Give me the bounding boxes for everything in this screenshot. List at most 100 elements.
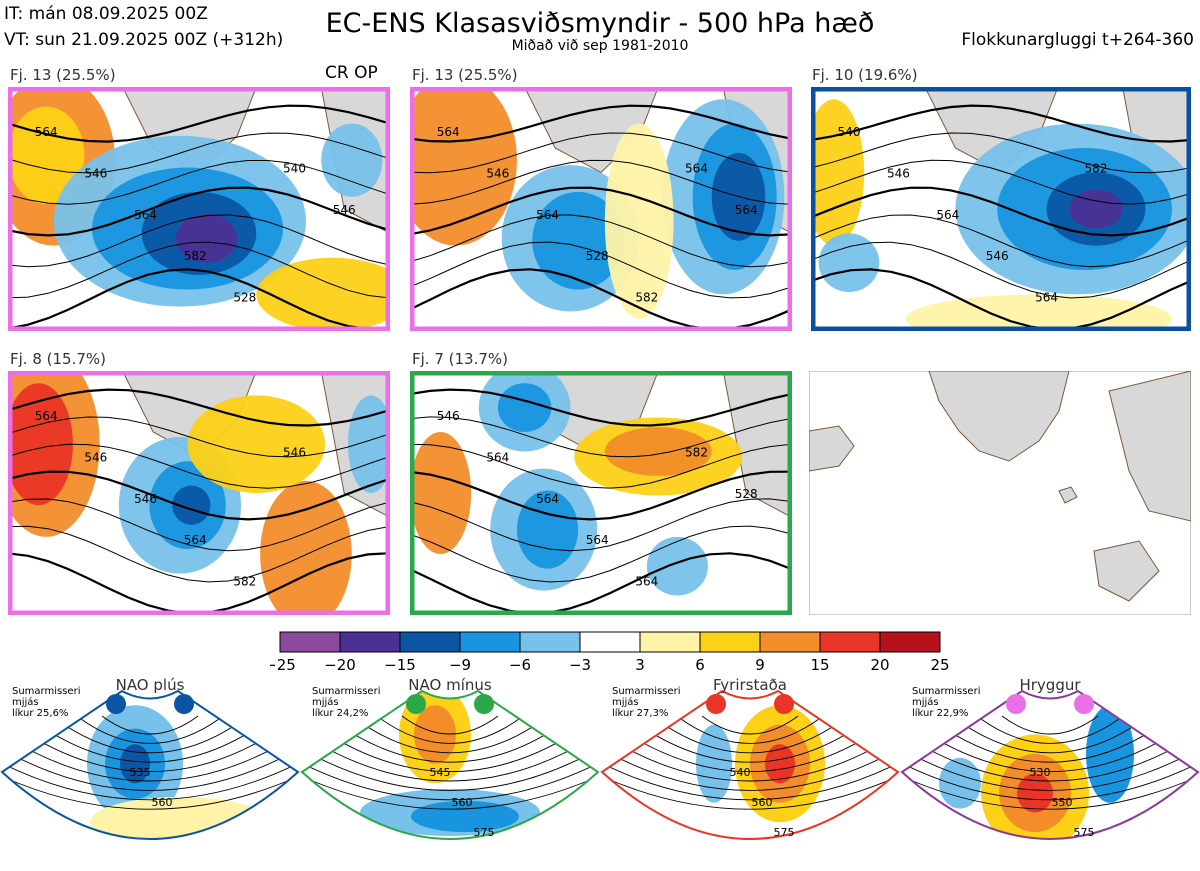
regime-note-line: líkur 22,9% bbox=[912, 707, 968, 719]
anomaly-shading bbox=[410, 432, 472, 554]
regime-contour bbox=[79, 717, 221, 744]
regime-note-line: líkur 25,6% bbox=[12, 707, 68, 719]
anomaly-shading bbox=[187, 395, 326, 493]
height-contour bbox=[811, 132, 1191, 174]
anomaly-shading bbox=[646, 536, 708, 596]
colorbar-tick-label: −15 bbox=[384, 656, 416, 674]
cluster-5-label: Fj. 7 (13.7%) bbox=[412, 350, 508, 368]
regime-name: NAO mínus bbox=[408, 676, 492, 694]
height-contour bbox=[8, 132, 389, 174]
height-contour bbox=[811, 241, 1191, 299]
colorbar-swatch bbox=[339, 631, 401, 653]
colorbar-tick-label: −25 bbox=[270, 656, 296, 674]
contour-label: 564 bbox=[35, 125, 58, 139]
anomaly-shading bbox=[604, 427, 712, 476]
regime-contour bbox=[401, 715, 499, 735]
colorbar-swatch bbox=[639, 631, 701, 653]
colorbar-swatch bbox=[519, 631, 581, 653]
height-contour bbox=[811, 159, 1191, 205]
regime-contour bbox=[979, 717, 1121, 744]
contour-label: 540 bbox=[283, 161, 306, 175]
height-contour bbox=[8, 104, 389, 143]
regime-contour-label: 535 bbox=[130, 766, 151, 779]
regime-contour bbox=[656, 719, 844, 754]
height-contour bbox=[8, 268, 389, 331]
regime-contour bbox=[701, 715, 799, 735]
height-contour bbox=[8, 470, 389, 521]
contour-label: 564 bbox=[635, 575, 658, 589]
canada-land bbox=[809, 425, 855, 472]
contour-label: 564 bbox=[35, 409, 58, 423]
cluster-frame bbox=[410, 371, 792, 615]
height-contour bbox=[8, 416, 389, 458]
colorbar-tick-label: −20 bbox=[324, 656, 356, 674]
anomaly-shading bbox=[410, 87, 517, 246]
regime-contour bbox=[1001, 715, 1099, 735]
height-contour bbox=[8, 186, 389, 237]
contour-label: 546 bbox=[84, 450, 107, 464]
regime-anomaly bbox=[90, 796, 270, 839]
regime-anomaly bbox=[1086, 705, 1134, 803]
regime-frame bbox=[0, 689, 300, 840]
regime-marker bbox=[774, 694, 794, 714]
colorbar-tick-label: 3 bbox=[635, 656, 645, 674]
contour-label: 540 bbox=[838, 125, 861, 139]
contour-label: 564 bbox=[184, 533, 207, 547]
colorbar-tick-label: 20 bbox=[870, 656, 889, 674]
anomaly-shading bbox=[8, 106, 85, 205]
cluster-3-label: Fj. 10 (19.6%) bbox=[812, 66, 918, 84]
cluster-2-label: Fj. 13 (25.5%) bbox=[412, 66, 518, 84]
height-contour bbox=[410, 132, 791, 174]
colorbar-swatch bbox=[459, 631, 521, 653]
height-contour bbox=[410, 159, 791, 205]
regime-anomaly bbox=[765, 744, 795, 784]
contour-label: 546 bbox=[986, 249, 1009, 263]
regime-note-line: Sumarmisseri bbox=[612, 686, 680, 697]
regime-contour-label: 530 bbox=[1030, 766, 1051, 779]
height-contour bbox=[8, 443, 389, 489]
regime-anomaly bbox=[1017, 773, 1053, 813]
height-contour bbox=[410, 214, 791, 268]
regime-contour bbox=[602, 731, 898, 810]
regime-contour bbox=[334, 721, 566, 763]
contour-label: 528 bbox=[735, 487, 758, 501]
contour-label: 564 bbox=[1035, 291, 1058, 305]
contour-label: 564 bbox=[536, 492, 559, 506]
iceland-land bbox=[1058, 486, 1078, 504]
regime-note-line: mjjás bbox=[612, 696, 639, 708]
anomaly-shading bbox=[811, 99, 865, 246]
regime-contour bbox=[902, 731, 1198, 810]
contour-label: 528 bbox=[586, 249, 609, 263]
regime-name: Fyrirstaða bbox=[713, 676, 787, 694]
regime-marker bbox=[1006, 694, 1026, 714]
regime-contour-label: 560 bbox=[752, 796, 773, 809]
height-contour bbox=[8, 241, 389, 299]
height-contour bbox=[410, 443, 791, 489]
regime-contour bbox=[612, 723, 888, 773]
colorbar-tick-label: 25 bbox=[930, 656, 949, 674]
regime-marker bbox=[1074, 694, 1094, 714]
colorbar-tick-label: −3 bbox=[569, 656, 591, 674]
cluster-5-map: 546 564 564 564 564 582 528 bbox=[410, 371, 792, 615]
anomaly-shading bbox=[176, 213, 238, 263]
regime-note-line: Sumarmisseri bbox=[312, 686, 380, 697]
regime-contour-label: 560 bbox=[152, 796, 173, 809]
height-contour bbox=[811, 104, 1191, 143]
cluster-3-map: 540 546 564 546 564 582 bbox=[811, 87, 1191, 331]
contour-label: 564 bbox=[486, 450, 509, 464]
cluster-frame bbox=[8, 371, 390, 615]
scandinavia-land bbox=[1108, 371, 1191, 522]
anomaly-shading bbox=[172, 485, 211, 525]
init-time: IT: mán 08.09.2025 00Z bbox=[4, 4, 208, 24]
regime-anomaly bbox=[120, 744, 150, 784]
regime-marker bbox=[406, 694, 426, 714]
regime-note-line: mjjás bbox=[12, 696, 39, 708]
regime-name: Hryggur bbox=[1019, 676, 1081, 694]
contour-label: 582 bbox=[685, 445, 708, 459]
valid-time: VT: sun 21.09.2025 00Z (+312h) bbox=[4, 30, 284, 50]
contour-label: 582 bbox=[184, 249, 207, 263]
regime-contour bbox=[912, 723, 1188, 773]
height-contour bbox=[410, 470, 791, 521]
height-contour bbox=[811, 268, 1191, 331]
